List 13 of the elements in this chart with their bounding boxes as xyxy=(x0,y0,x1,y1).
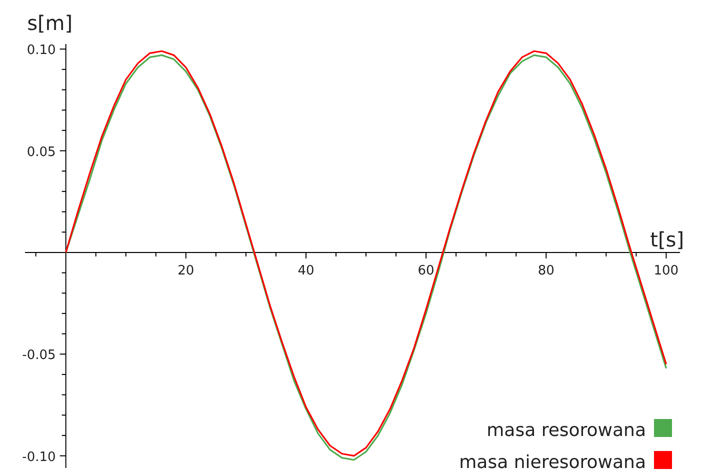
y-tick-label: 0.10 xyxy=(26,43,56,58)
x-tick-label: 20 xyxy=(178,263,194,278)
legend-label: masa resorowana xyxy=(486,420,646,441)
x-tick-label: 60 xyxy=(418,263,434,278)
y-tick-label: 0.05 xyxy=(26,144,56,160)
x-axis-title: t[s] xyxy=(650,227,684,252)
y-tick-label: -0.05 xyxy=(22,348,56,364)
y-tick-label: -0.10 xyxy=(22,450,56,465)
y-axis-title: s[m] xyxy=(27,11,73,35)
x-tick-label: 40 xyxy=(298,263,314,278)
legend-label: masa nieresorowana xyxy=(459,452,646,472)
x-tick-label: 100 xyxy=(654,263,679,278)
x-tick-label: 80 xyxy=(538,263,554,278)
